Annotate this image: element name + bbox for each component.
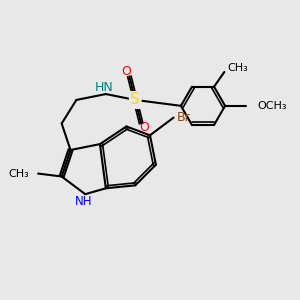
Text: Br: Br [176, 111, 190, 124]
Text: OCH₃: OCH₃ [257, 101, 287, 111]
Text: CH₃: CH₃ [227, 63, 248, 73]
Text: NH: NH [75, 195, 92, 208]
Text: O: O [139, 122, 149, 134]
Text: CH₃: CH₃ [8, 169, 29, 178]
Text: O: O [122, 65, 131, 79]
Text: HN: HN [95, 81, 114, 94]
Text: S: S [130, 92, 140, 107]
